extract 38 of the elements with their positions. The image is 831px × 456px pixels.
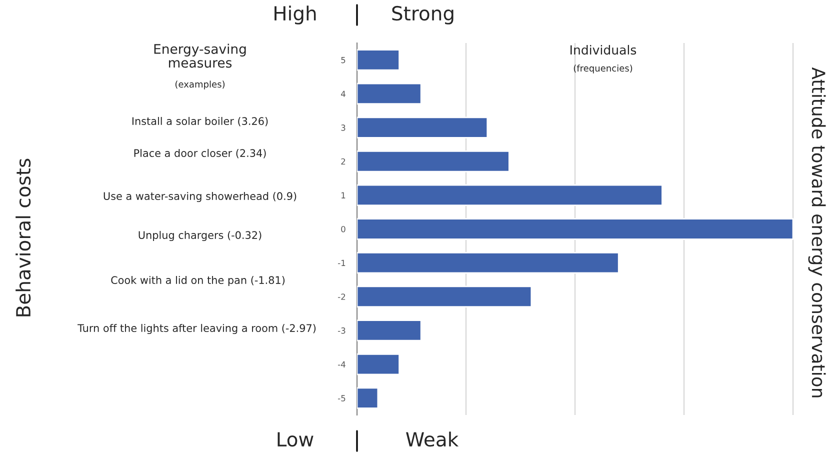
bar	[357, 116, 488, 138]
text: Strong	[392, 6, 454, 24]
y-tick-label: -1	[338, 260, 346, 266]
y-tick-label: -2	[338, 294, 346, 300]
text: Energy-saving measures	[154, 44, 246, 68]
text: Turn off the lights after leaving a room (-2.97)	[78, 324, 316, 334]
text: Use a water-saving showerhead (0.9)	[104, 192, 296, 202]
text: (examples)	[175, 80, 225, 90]
bar	[357, 353, 400, 376]
text: Behavioral costs	[16, 158, 31, 316]
bar	[357, 387, 379, 409]
y-tick-label: -3	[338, 327, 346, 334]
y-tick-label: 4	[340, 90, 346, 97]
bar	[357, 286, 532, 308]
y-tick-label: 1	[342, 192, 346, 198]
bar	[357, 252, 620, 274]
y2-axis-title: Attitude toward energy conservation	[808, 67, 826, 398]
bar	[357, 320, 422, 342]
bar	[357, 150, 510, 172]
annotation: Individuals	[570, 44, 636, 55]
text: Low	[278, 432, 314, 447]
text: Cook with a lid on the pan (-1.81)	[111, 276, 285, 286]
bar	[357, 184, 663, 206]
y-tick-label: 3	[341, 124, 346, 131]
bar	[357, 49, 400, 71]
text: Install a solar boiler (3.26)	[132, 116, 268, 126]
y-tick-label: -4	[338, 361, 346, 368]
bar	[357, 82, 422, 105]
text: Place a door closer (2.34)	[134, 148, 266, 158]
y-tick-label: 5	[341, 57, 346, 64]
bar	[357, 218, 794, 240]
text: High	[274, 6, 316, 24]
text: Unplug chargers (-0.32)	[138, 230, 262, 242]
annotation: (frequencies)	[574, 64, 632, 74]
y-tick-label: 2	[341, 158, 346, 165]
text: Weak	[406, 432, 459, 447]
y-tick-label: 0	[341, 226, 346, 232]
y-tick-label: -5	[338, 395, 346, 402]
